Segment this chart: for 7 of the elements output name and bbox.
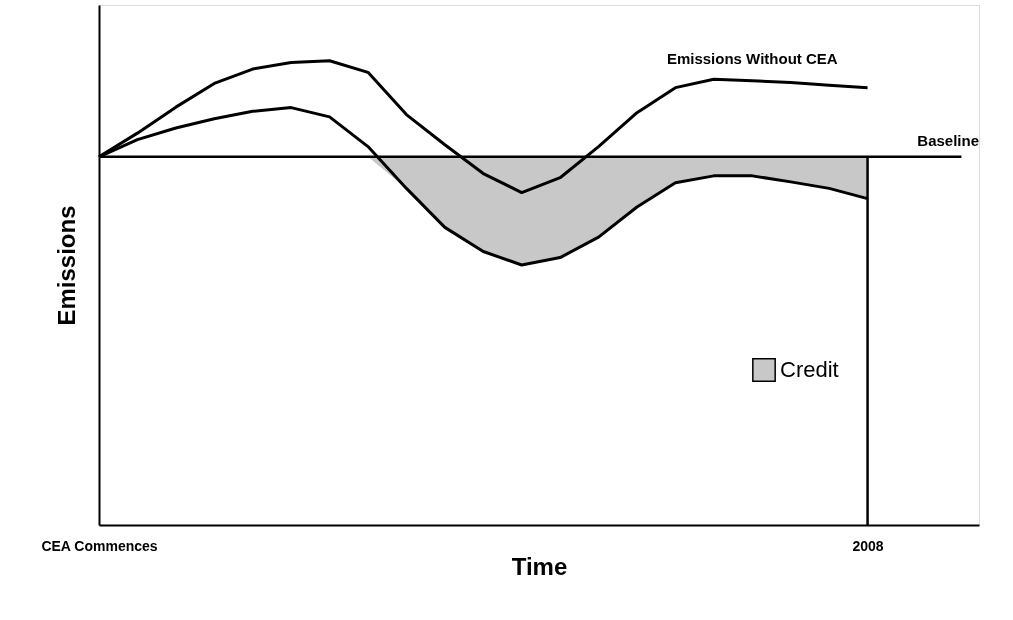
legend-label: Credit [780, 357, 839, 382]
x-tick-label: 2008 [852, 537, 884, 554]
series-label: Emissions Without CEA [666, 49, 838, 67]
x-axis-title: Time [511, 552, 568, 580]
y-axis-title: Emissions [52, 205, 80, 326]
x-tick-label: CEA Commences [41, 537, 158, 554]
ref-line-label: Baseline [917, 131, 979, 149]
